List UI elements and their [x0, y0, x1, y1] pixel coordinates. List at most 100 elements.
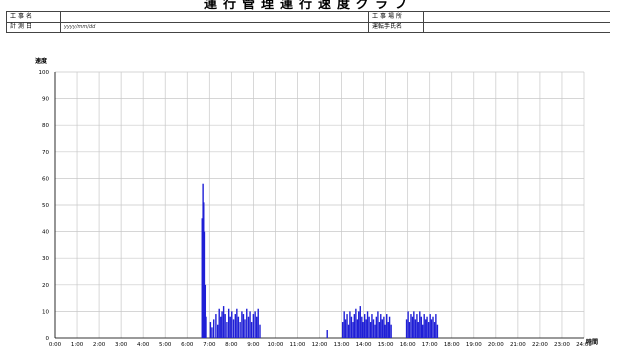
speed-bar — [205, 316, 207, 338]
speed-bar — [410, 314, 412, 338]
speed-bar — [349, 311, 351, 338]
speed-bar — [237, 316, 240, 338]
speed-bar — [419, 311, 421, 338]
speed-bar — [255, 316, 258, 338]
x-tick-label: 20:00 — [488, 342, 504, 348]
speed-bar — [346, 314, 348, 338]
x-tick-label: 17:00 — [422, 342, 438, 348]
speed-bar — [246, 308, 248, 338]
measure-date-value: yyyy/mm/dd — [64, 24, 96, 30]
y-tick-label: 100 — [39, 70, 50, 76]
y-tick-label: 10 — [42, 309, 49, 315]
speed-bar — [413, 311, 415, 338]
x-tick-label: 4:00 — [137, 342, 150, 348]
speed-bar — [341, 322, 344, 338]
speed-bar — [383, 316, 385, 338]
speed-bar — [388, 316, 391, 338]
speed-bar — [432, 316, 434, 338]
speed-bar — [427, 322, 430, 338]
speed-bar — [252, 314, 255, 338]
speed-bar — [378, 322, 381, 338]
x-tick-label: 10:00 — [267, 342, 283, 348]
speed-bar — [436, 324, 439, 338]
speed-bar — [326, 330, 328, 338]
x-tick-label: 8:00 — [225, 342, 238, 348]
speed-bar — [221, 311, 223, 338]
speed-bar — [374, 324, 376, 338]
x-tick-label: 5:00 — [159, 342, 172, 348]
y-tick-label: 50 — [42, 203, 49, 209]
speed-bar — [344, 319, 347, 338]
speed-bar — [201, 218, 203, 338]
divider — [423, 22, 424, 32]
speed-bar — [244, 319, 246, 338]
divider — [368, 12, 369, 22]
speed-bar — [365, 319, 367, 338]
speed-bar — [407, 311, 409, 338]
x-tick-label: 22:00 — [532, 342, 548, 348]
divider — [60, 12, 61, 22]
speed-bar — [429, 314, 431, 338]
x-tick-label: 12:00 — [312, 342, 328, 348]
speed-bar — [369, 322, 372, 338]
speed-bars — [201, 183, 439, 338]
speed-bar — [259, 324, 261, 338]
speed-bar — [226, 322, 228, 338]
x-tick-label: 24:00 — [576, 342, 592, 348]
speed-bar — [350, 316, 353, 338]
speed-bar — [390, 324, 392, 338]
y-tick-label: 60 — [42, 176, 49, 182]
speed-bar — [355, 308, 357, 338]
driver-name-label: 運転手氏名 — [372, 23, 403, 30]
x-tick-label: 23:00 — [554, 342, 570, 348]
speed-bar — [435, 314, 437, 338]
x-tick-label: 18:00 — [444, 342, 460, 348]
speed-bar — [213, 319, 215, 338]
measure-date-label: 計測日 — [10, 23, 35, 30]
y-tick-label: 80 — [42, 123, 49, 129]
speed-bar — [231, 311, 233, 338]
speed-bar — [216, 324, 219, 338]
x-axis-ticks: 0:00 1:00 2:00 3:00 4:00 5:00 6:00 7:00 8:00 9:00… — [49, 342, 593, 348]
speed-bar — [372, 319, 375, 338]
speed-bar — [215, 314, 217, 338]
speed-bar — [361, 316, 363, 338]
speed-bar — [411, 316, 414, 338]
y-tick-label: 90 — [42, 97, 49, 103]
divider — [6, 12, 7, 22]
speed-bar — [232, 319, 235, 338]
x-tick-label: 9:00 — [247, 342, 260, 348]
speed-bar — [242, 314, 245, 338]
speed-bar — [211, 327, 213, 338]
speed-bar — [247, 316, 250, 338]
speed-bar — [387, 322, 389, 338]
chart-grid — [54, 71, 585, 339]
speed-bar — [352, 322, 354, 338]
x-axis-label: 時間 — [586, 338, 598, 346]
project-name-label: 工事名 — [10, 13, 35, 20]
x-tick-label: 1:00 — [71, 342, 84, 348]
header-row-2: 計測日 yyyy/mm/dd 運転手氏名 — [6, 22, 610, 33]
x-tick-label: 15:00 — [378, 342, 394, 348]
divider — [368, 22, 369, 32]
speed-bar — [249, 311, 251, 338]
speed-bar — [368, 316, 370, 338]
y-tick-label: 30 — [42, 256, 49, 262]
divider — [423, 12, 424, 22]
speed-bar — [229, 316, 231, 338]
speed-bar — [222, 306, 225, 338]
speed-bar — [416, 314, 418, 338]
speed-bar — [343, 311, 345, 338]
speed-bar — [234, 314, 237, 338]
project-location-label: 工事場所 — [372, 13, 405, 20]
x-tick-label: 6:00 — [181, 342, 194, 348]
speed-bar — [366, 311, 369, 338]
speed-bar — [204, 284, 207, 338]
speed-bar — [356, 319, 359, 338]
x-tick-label: 16:00 — [400, 342, 416, 348]
speed-bar — [386, 314, 388, 338]
y-tick-label: 0 — [46, 336, 50, 342]
divider — [60, 22, 61, 32]
speed-bar — [218, 308, 220, 338]
speed-bar — [236, 308, 238, 338]
